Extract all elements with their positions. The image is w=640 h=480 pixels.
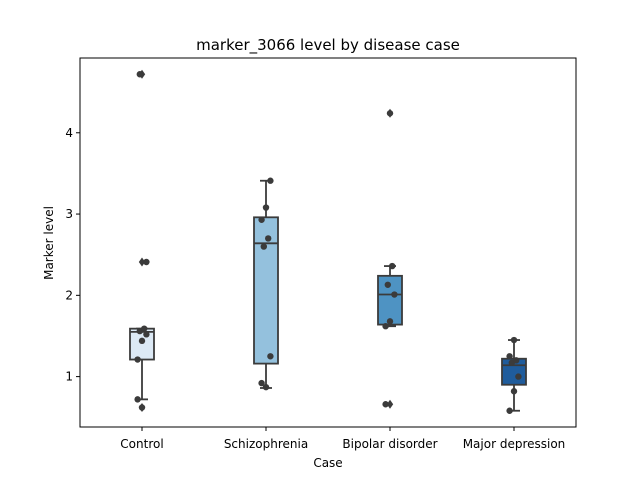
box-group	[253, 177, 279, 391]
plot-frame	[79, 57, 577, 428]
data-point	[506, 353, 513, 360]
data-point	[382, 401, 389, 408]
data-point	[506, 407, 513, 414]
data-point	[134, 396, 141, 403]
chart-title: marker_3066 level by disease case	[196, 36, 460, 55]
data-point	[143, 331, 150, 338]
y-tick-label: 2	[65, 288, 73, 302]
x-tick-label: Schizophrenia	[224, 437, 308, 451]
data-point	[386, 318, 394, 325]
box-iqr	[129, 327, 155, 361]
data-point	[510, 336, 518, 344]
box-group	[501, 336, 527, 414]
data-point	[510, 388, 518, 395]
data-point	[265, 235, 272, 242]
data-point	[136, 71, 143, 78]
x-tick-label: Bipolar disorder	[342, 437, 437, 451]
box-iqr	[253, 216, 279, 365]
data-point	[389, 262, 396, 270]
data-point	[262, 204, 270, 211]
data-point	[267, 353, 274, 360]
x-tick-label: Major depression	[463, 437, 566, 451]
data-point	[258, 216, 265, 223]
plot-area: 1 2 3 4 Control Schizophrenia Bipolar disorder…	[65, 69, 566, 451]
data-point	[382, 323, 389, 330]
data-point	[138, 404, 146, 411]
data-point	[258, 379, 265, 387]
data-point	[138, 337, 146, 345]
data-point	[391, 291, 398, 298]
y-tick-label: 1	[65, 370, 73, 384]
box-group	[377, 108, 403, 409]
y-tick-label: 4	[65, 126, 73, 140]
data-point	[260, 243, 267, 250]
outlier-marker	[386, 399, 394, 409]
data-point	[384, 281, 391, 288]
data-point	[386, 110, 394, 117]
data-point	[143, 258, 150, 266]
data-point	[515, 373, 522, 380]
outlier-marker	[138, 257, 146, 267]
data-point	[262, 383, 270, 391]
data-point	[513, 357, 520, 364]
y-tick-label: 3	[65, 207, 73, 221]
data-point	[134, 356, 141, 363]
box-iqr	[377, 274, 403, 326]
box-group	[129, 69, 155, 412]
data-point	[141, 325, 148, 332]
data-point	[267, 177, 274, 184]
x-axis-label: Case	[313, 456, 342, 470]
x-tick-label: Control	[120, 437, 163, 451]
y-axis-label: Marker level	[42, 206, 56, 280]
